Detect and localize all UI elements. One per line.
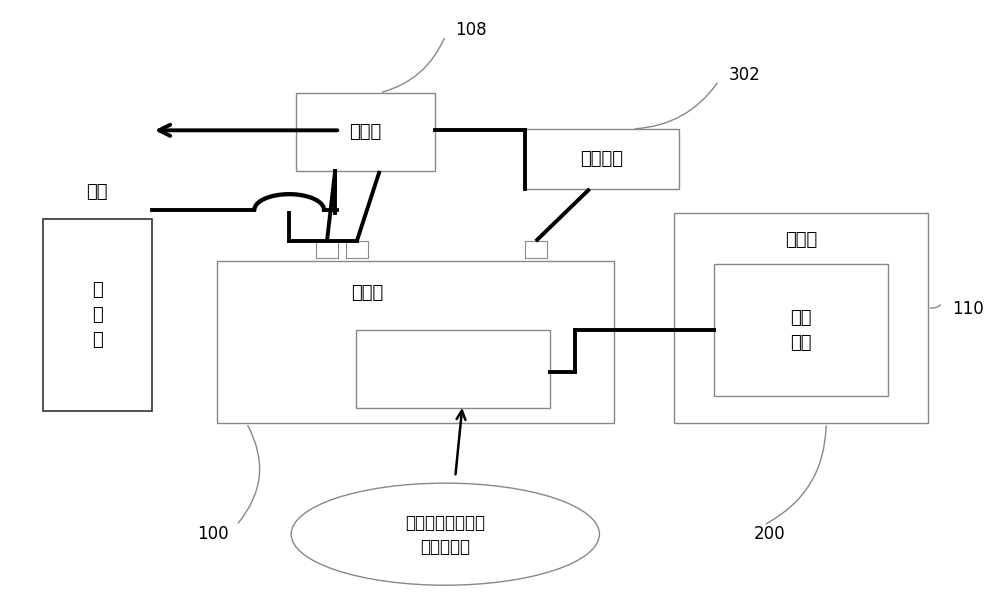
Ellipse shape <box>291 483 599 585</box>
Text: 200: 200 <box>754 525 785 543</box>
Text: 电源板: 电源板 <box>352 284 384 302</box>
Bar <box>525 129 679 189</box>
Bar <box>316 241 338 258</box>
Text: 110: 110 <box>952 300 984 318</box>
Text: 关、开合盖: 关、开合盖 <box>420 538 470 556</box>
Text: 压力开关: 压力开关 <box>580 150 623 168</box>
Text: 108: 108 <box>455 21 487 39</box>
Text: 302: 302 <box>729 66 760 84</box>
Text: 市电: 市电 <box>87 183 108 201</box>
Bar <box>525 241 547 258</box>
Text: 零
火
地: 零 火 地 <box>92 281 103 349</box>
Bar <box>714 264 888 396</box>
Text: 加热件: 加热件 <box>350 123 382 141</box>
Bar <box>217 261 614 423</box>
Text: 显示板: 显示板 <box>785 231 817 249</box>
Bar <box>296 93 435 171</box>
Bar <box>346 241 368 258</box>
Bar <box>356 330 550 408</box>
Bar <box>674 213 928 423</box>
Text: 市电采样、压力开: 市电采样、压力开 <box>405 514 485 532</box>
Text: 第一
芯片: 第一 芯片 <box>790 308 812 351</box>
Text: 100: 100 <box>197 525 228 543</box>
Bar <box>43 219 152 411</box>
